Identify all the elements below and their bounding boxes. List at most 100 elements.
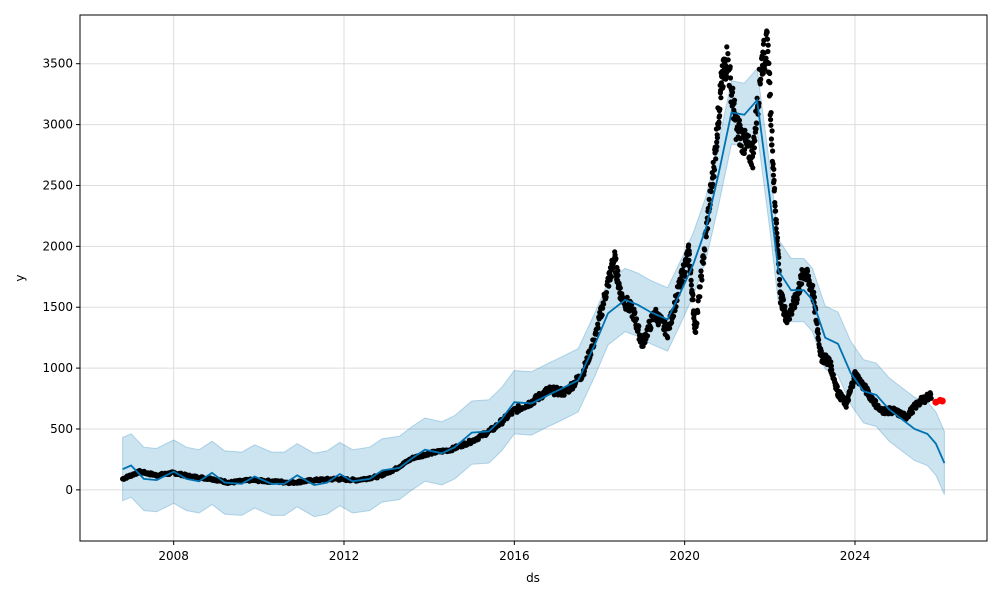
x-tick-label: 2012 [329,549,360,563]
observed-point [672,308,678,314]
y-axis-label: y [13,274,27,281]
observed-point [773,226,779,232]
observed-point [768,110,774,116]
observed-point [599,312,605,318]
observed-point [606,283,612,289]
observed-point [729,89,736,95]
observed-point [758,76,764,82]
observed-point [928,391,934,397]
observed-point [720,84,726,90]
observed-point [725,51,731,57]
observed-point [741,150,747,156]
observed-point [697,284,703,290]
observed-point [700,260,707,266]
observed-point [804,268,811,274]
observed-point [828,363,835,369]
observed-point [695,309,701,315]
observed-point [828,359,834,365]
observed-point [745,133,752,139]
observed-point [686,251,693,257]
observed-point [725,57,731,63]
observed-point [780,297,787,303]
plot-frame [79,14,988,542]
observed-point [757,81,763,87]
observed-point [713,156,719,162]
observed-point [636,323,642,329]
x-tick-label: 2024 [840,549,871,563]
observed-point [600,305,606,311]
observed-point [691,312,697,318]
observed-point [718,95,724,101]
observed-point [742,127,748,133]
observed-point [764,36,771,42]
observed-point [782,303,788,310]
observed-point [776,276,783,283]
observed-point [738,143,744,149]
observed-point [763,55,769,61]
observed-point [727,64,733,70]
observed-point [777,282,783,288]
observed-point [633,316,640,322]
observed-point [697,294,703,300]
x-tick-label: 2020 [669,549,700,563]
observed-point [786,316,793,322]
observed-point [754,120,760,126]
observed-point [764,29,770,35]
forecast-line [122,98,946,486]
y-tick-label: 2500 [42,178,73,192]
observed-point [770,148,776,154]
observed-point [767,91,774,97]
observed-point [754,95,760,101]
observed-point [768,122,774,128]
observed-point [723,73,730,80]
y-tick-label: 2000 [42,239,73,253]
observed-point [771,166,777,172]
observed-point [702,247,708,253]
observed-point [670,313,677,319]
observed-point [766,60,772,66]
observed-point [760,41,767,47]
observed-point [834,384,840,390]
observed-point [601,301,607,307]
observed-point [799,281,805,287]
x-tick-label: 2008 [158,549,189,563]
observed-point [769,128,775,134]
observed-point [815,327,821,333]
observed-point [682,273,688,279]
observed-point [775,242,781,248]
y-axis-ticks: 0 500 1000 1500 2000 2500 3000 3500 [42,57,80,497]
observed-point [810,282,816,289]
observed-point [698,273,705,279]
observed-point [772,185,778,192]
observed-point [615,272,621,278]
forecast-line-group [122,98,946,486]
observed-point [760,70,766,76]
observed-point [711,174,717,180]
observed-point [805,273,812,279]
observed-point [772,203,778,209]
observed-point [815,330,821,337]
observed-point [830,372,837,378]
observed-point [690,292,696,298]
observed-point [773,208,779,214]
observed-point [715,125,722,131]
observed-point [644,333,651,339]
observed-point [730,85,736,91]
x-axis-ticks: 2008 2012 2016 2020 2024 [158,541,870,563]
observed-point [669,319,675,326]
observed-point [717,113,723,119]
observed-point [765,48,771,55]
observed-point [770,161,776,167]
x-tick-label: 2016 [499,549,530,563]
recent-points [932,396,946,406]
observed-point [624,294,630,300]
y-tick-label: 500 [50,422,73,436]
recent-point [938,397,946,405]
observed-point [608,274,615,280]
observed-point [762,66,768,72]
observed-point [693,329,699,335]
observed-point [688,277,694,283]
observed-point [750,150,757,156]
observed-point [686,257,692,263]
observed-point [703,234,709,240]
